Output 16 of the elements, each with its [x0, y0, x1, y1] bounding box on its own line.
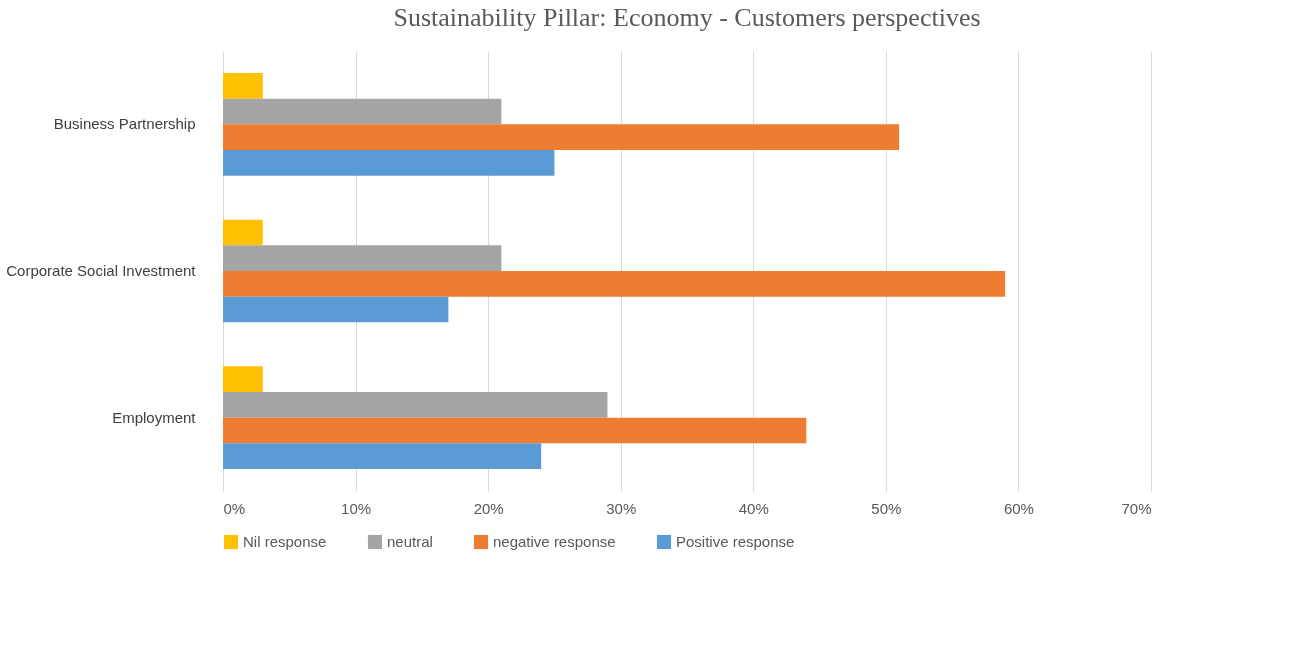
legend-label: neutral: [387, 533, 433, 550]
legend-label: Positive response: [676, 533, 795, 550]
x-tick-label: 70%: [1121, 499, 1152, 517]
legend-label: Nil response: [243, 533, 327, 550]
legend-label: negative response: [493, 533, 616, 550]
x-tick-label: 40%: [738, 499, 769, 517]
chart-title: Sustainability Pillar: Economy - Customers perspectives: [393, 3, 981, 32]
x-tick-label: 60%: [1003, 499, 1034, 517]
y-tick-label: Corporate Social Investment: [6, 262, 197, 279]
x-tick-label: 0%: [223, 499, 246, 517]
x-tick-label: 20%: [473, 499, 504, 517]
x-tick-label: 30%: [606, 499, 637, 517]
x-tick-label: 50%: [871, 499, 902, 517]
y-tick-label: Employment: [112, 408, 197, 426]
y-tick-label: Business Partnership: [53, 115, 196, 133]
x-tick-label: 10%: [341, 499, 372, 517]
